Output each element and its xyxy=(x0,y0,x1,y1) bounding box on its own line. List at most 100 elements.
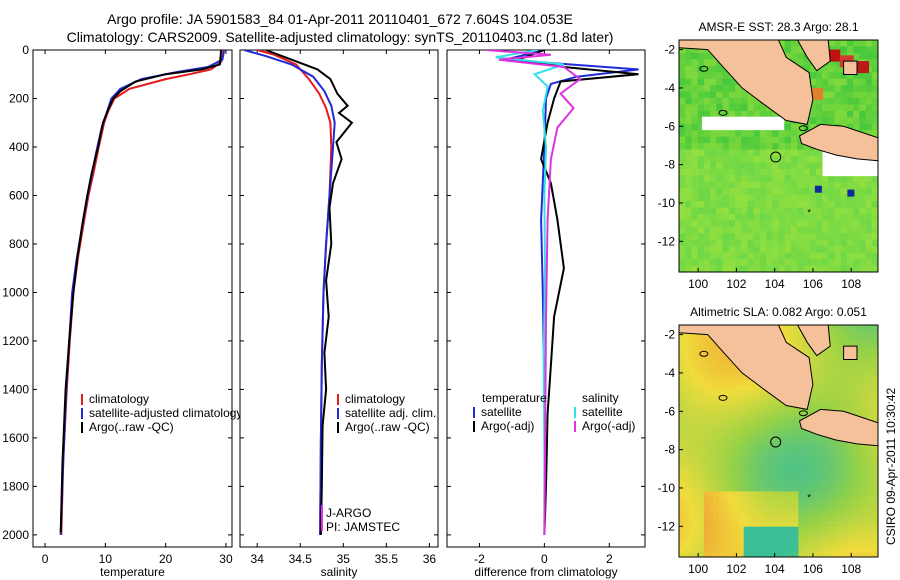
sla-cell xyxy=(778,476,785,482)
sst-cell xyxy=(747,136,755,144)
sla-cell xyxy=(708,365,715,371)
sst-cell xyxy=(778,239,786,247)
sla-cell xyxy=(768,526,775,533)
sla-cell xyxy=(679,380,685,387)
sst-cell xyxy=(703,226,711,234)
sla-cell xyxy=(868,516,874,523)
sla-cell xyxy=(768,430,775,437)
sla-cell xyxy=(738,430,745,437)
sla-cell xyxy=(758,466,765,472)
sla-cell xyxy=(843,395,849,402)
sla-cell xyxy=(684,461,690,467)
sst-cell xyxy=(728,162,736,170)
sst-cell xyxy=(790,149,798,157)
sla-cell xyxy=(773,552,780,557)
sla-cell xyxy=(853,335,859,341)
sst-cell xyxy=(759,156,767,163)
sst-cell xyxy=(840,201,848,209)
sst-cell xyxy=(722,72,730,80)
sla-cell xyxy=(748,506,755,513)
sla-cell xyxy=(793,441,799,447)
sla-cell xyxy=(833,491,839,497)
sla-cell xyxy=(708,385,715,392)
sla-cell xyxy=(723,506,730,513)
sst-cell xyxy=(846,175,854,183)
sst-cell xyxy=(722,85,730,93)
sla-cell xyxy=(743,552,750,557)
sla-cell xyxy=(798,466,804,472)
sst-cell xyxy=(766,149,773,157)
sla-cell xyxy=(753,466,760,472)
sla-cell xyxy=(733,506,740,513)
sla-cell xyxy=(758,385,765,392)
sst-cell xyxy=(778,130,786,138)
sla-cell xyxy=(763,471,770,477)
sst-cell xyxy=(797,52,804,60)
sla-cell xyxy=(753,531,760,538)
sst-cell xyxy=(859,252,867,260)
sst-cell xyxy=(784,175,792,183)
sla-cell xyxy=(698,471,705,477)
sla-cell xyxy=(868,345,874,351)
sla-cell xyxy=(828,405,834,412)
sla-cell xyxy=(778,486,785,492)
sla-cell xyxy=(758,511,765,518)
sst-cell xyxy=(679,136,686,144)
sst-cell xyxy=(747,175,755,183)
sla-cell xyxy=(743,511,750,518)
sla-cell xyxy=(738,375,745,381)
sla-cell xyxy=(828,400,834,407)
sla-cell xyxy=(838,516,844,523)
map-title: Altimetric SLA: 0.082 Argo: 0.051 xyxy=(690,305,867,319)
sla-cell xyxy=(818,541,824,548)
sla-cell xyxy=(873,466,878,472)
sla-cell xyxy=(763,506,770,513)
sla-cell xyxy=(689,380,695,387)
sst-cell xyxy=(703,181,711,189)
sst-cell xyxy=(679,130,686,138)
sla-cell xyxy=(753,390,760,397)
sla-cell xyxy=(818,355,824,361)
sst-cell xyxy=(766,194,773,202)
sst-cell xyxy=(691,233,699,241)
sla-cell xyxy=(868,496,874,503)
sla-cell xyxy=(733,546,740,553)
sla-cell xyxy=(698,380,705,387)
sla-cell xyxy=(798,546,804,553)
sla-cell xyxy=(808,456,814,462)
sla-cell xyxy=(708,400,715,407)
sla-cell xyxy=(823,355,829,361)
sst-cell xyxy=(759,207,767,215)
sst-cell xyxy=(784,168,792,176)
sst-cell xyxy=(853,214,860,221)
sla-cell xyxy=(758,446,765,452)
sla-cell xyxy=(808,461,814,467)
sst-cell xyxy=(859,52,867,60)
sst-cell xyxy=(846,252,854,260)
sla-cell xyxy=(718,491,725,497)
sst-cell xyxy=(685,259,692,267)
sla-cell xyxy=(873,350,878,356)
sla-map-panel: Altimetric SLA: 0.082 Argo: 0.051*100 102… xyxy=(658,305,879,576)
sla-cell xyxy=(863,360,869,366)
sst-cell xyxy=(840,181,848,189)
sla-cell xyxy=(693,415,700,422)
sla-cell xyxy=(733,370,740,376)
sla-cell xyxy=(723,476,730,482)
sst-cell xyxy=(697,91,705,99)
sla-cell xyxy=(858,466,864,472)
sst-cell xyxy=(691,143,699,151)
sla-cell xyxy=(679,481,685,487)
sst-cell xyxy=(871,201,878,209)
sst-cell xyxy=(846,239,854,247)
sla-cell xyxy=(813,476,819,482)
sst-cell xyxy=(828,91,836,99)
sst-cell xyxy=(784,162,792,170)
sst-cell xyxy=(784,220,792,228)
sst-cell xyxy=(716,194,724,202)
sla-cell xyxy=(738,541,745,548)
sst-cell xyxy=(840,40,848,47)
sla-cell xyxy=(758,531,765,538)
sst-cell xyxy=(834,265,842,272)
sst-cell xyxy=(853,246,860,254)
